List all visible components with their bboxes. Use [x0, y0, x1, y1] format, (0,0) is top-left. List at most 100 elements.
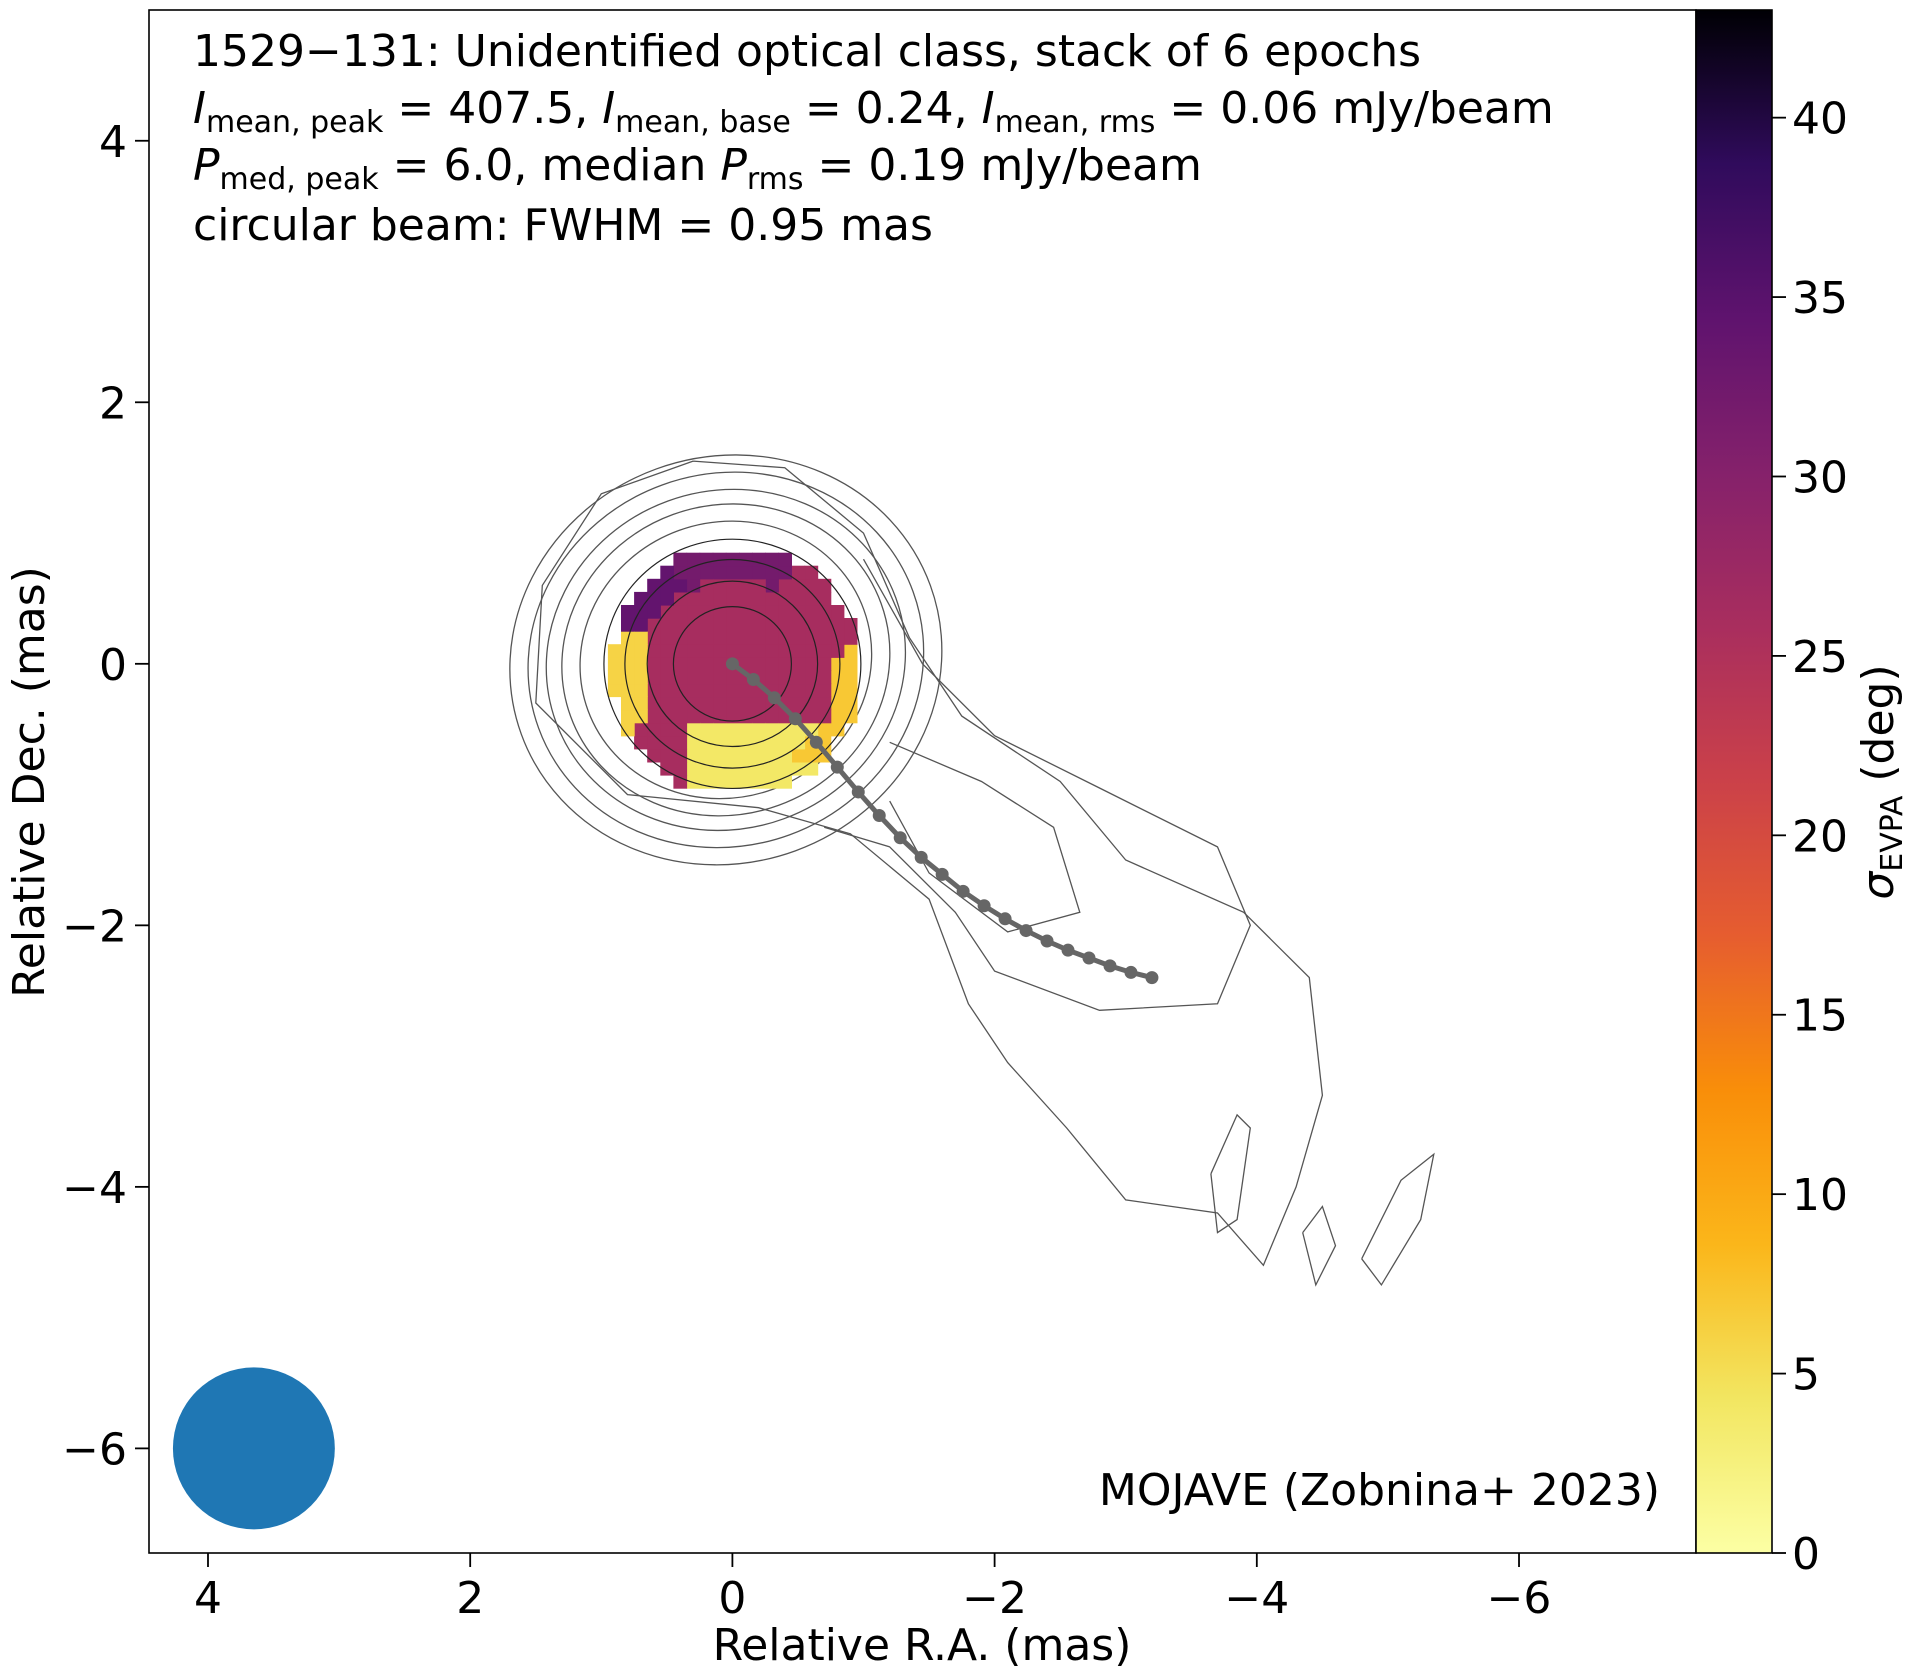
heatmap-cell	[791, 631, 806, 645]
heatmap-cell	[739, 683, 753, 698]
heatmap-cell	[817, 683, 832, 698]
heatmap-cell	[752, 631, 766, 645]
y-tick-label: 2	[99, 378, 127, 429]
heatmap-cell	[660, 657, 674, 671]
heatmap-cell	[725, 631, 740, 645]
heatmap-cell	[673, 552, 688, 567]
colorbar-gradient	[1695, 9, 1773, 1554]
heatmap-cell	[752, 748, 766, 763]
colorbar-tick-label: 15	[1792, 991, 1848, 1042]
contour-line	[889, 741, 1081, 933]
heatmap-cell	[621, 605, 635, 619]
heatmap-cell	[621, 709, 635, 724]
contour-ring	[545, 488, 907, 832]
ridgeline-point	[788, 712, 802, 726]
heatmap-cell	[634, 683, 648, 698]
heatmap-cell	[725, 591, 740, 606]
heatmap-cell	[830, 657, 845, 671]
heatmap-cell	[647, 696, 661, 711]
heatmap-cell	[804, 578, 819, 593]
x-tick-label: −6	[1487, 1573, 1552, 1624]
heatmap-cell	[699, 565, 714, 580]
heatmap-cell	[765, 552, 779, 567]
heatmap-cell	[830, 605, 845, 619]
credit-label: MOJAVE (Zobnina+ 2023)	[1099, 1465, 1660, 1516]
y-axis-label: Relative Dec. (mas)	[4, 566, 55, 998]
heatmap-cell	[739, 696, 753, 711]
colorbar-tick-label: 25	[1792, 632, 1848, 683]
heatmap-cell	[699, 722, 714, 737]
heatmap-cell	[686, 709, 701, 724]
heatmap-cell	[739, 709, 753, 724]
heatmap-cell	[686, 683, 701, 698]
heatmap-cell	[765, 670, 779, 685]
core-contour	[603, 538, 862, 790]
title-line-4: circular beam: FWHM = 0.95 mas	[193, 200, 933, 251]
heatmap-cell	[752, 644, 766, 658]
heatmap-cell	[725, 761, 740, 776]
heatmap-cell	[765, 761, 779, 776]
heatmap-cell	[725, 670, 740, 685]
heatmap-cell	[621, 657, 635, 671]
x-tick-label: 2	[456, 1573, 484, 1624]
colorbar-tick-label: 35	[1792, 273, 1848, 324]
heatmap-cell	[647, 670, 661, 685]
heatmap-cell	[791, 735, 806, 750]
heatmap-cell	[739, 578, 753, 593]
heatmap-cell	[647, 578, 661, 593]
contour-ring	[579, 520, 873, 800]
contour-line	[1361, 1152, 1435, 1287]
heatmap-cell	[752, 709, 766, 724]
heatmap-cell	[843, 618, 858, 632]
contour-ring	[561, 503, 891, 817]
heatmap-cell	[804, 618, 819, 632]
intensity-contours	[509, 454, 1435, 1287]
heatmap-cell	[634, 709, 648, 724]
heatmap-cell	[765, 591, 779, 606]
heatmap-cell	[686, 591, 701, 606]
heatmap-cell	[699, 657, 714, 671]
x-tick-label: 4	[194, 1573, 222, 1624]
y-axis: 4 2 0 −2 −4 −6	[62, 117, 149, 1475]
heatmap-cell	[843, 631, 858, 645]
heatmap-cell	[817, 722, 832, 737]
heatmap-cell	[607, 644, 622, 658]
y-tick-label: −4	[62, 1163, 127, 1214]
heatmap-cell	[830, 683, 845, 698]
heatmap-cell	[725, 748, 740, 763]
heatmap-cell	[712, 696, 727, 711]
contour-line	[1302, 1205, 1337, 1287]
heatmap-cell	[712, 775, 727, 789]
heatmap-cell	[712, 761, 727, 776]
heatmap-cell	[765, 605, 779, 619]
heatmap-cell	[843, 670, 858, 685]
heatmap-cell	[712, 657, 727, 671]
core-contours	[603, 538, 862, 790]
title-block: 1529−131: Unidentified optical class, st…	[193, 26, 1554, 251]
heatmap-cell	[778, 748, 792, 763]
heatmap-cell	[817, 709, 832, 724]
heatmap-cell	[647, 709, 661, 724]
heatmap-cell	[699, 748, 714, 763]
ridgeline-point	[851, 785, 865, 799]
heatmap-cell	[765, 565, 779, 580]
heatmap-cell	[752, 565, 766, 580]
heatmap-cell	[686, 605, 701, 619]
heatmap-cell	[686, 761, 701, 776]
heatmap-cell	[725, 735, 740, 750]
heatmap-cell	[660, 565, 674, 580]
ridgeline-point	[1145, 971, 1159, 985]
ridgeline-point	[998, 912, 1012, 926]
heatmap-cell	[804, 670, 819, 685]
heatmap-cell	[712, 670, 727, 685]
heatmap-cell	[660, 722, 674, 737]
heatmap-cell	[843, 657, 858, 671]
heatmap-cell	[647, 631, 661, 645]
heatmap-cell	[699, 670, 714, 685]
colorbar-tick-label: 20	[1792, 811, 1848, 862]
ridgeline-point	[830, 760, 844, 774]
heatmap-cell	[621, 722, 635, 737]
heatmap-cell	[752, 591, 766, 606]
heatmap-cell	[712, 552, 727, 567]
